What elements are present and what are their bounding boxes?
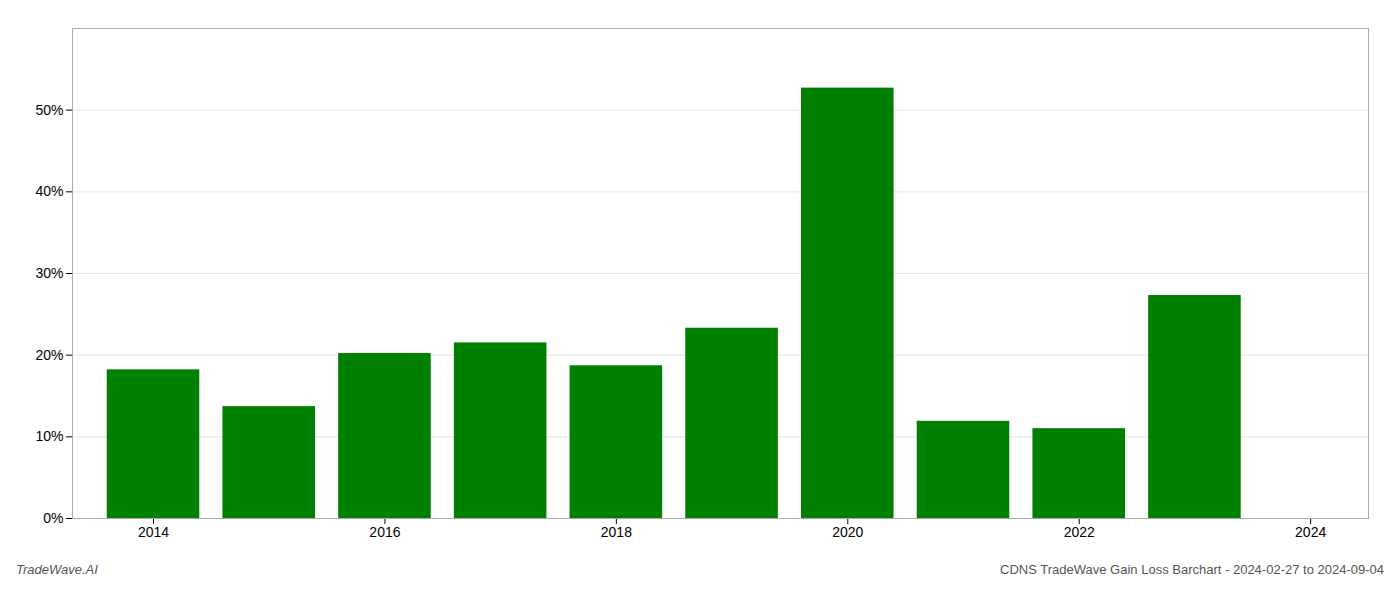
svg-text:10%: 10% bbox=[35, 428, 63, 444]
svg-text:2022: 2022 bbox=[1064, 524, 1095, 540]
svg-text:2024: 2024 bbox=[1295, 524, 1326, 540]
svg-text:20%: 20% bbox=[35, 347, 63, 363]
svg-text:50%: 50% bbox=[35, 102, 63, 118]
svg-text:0%: 0% bbox=[43, 510, 63, 526]
svg-text:2020: 2020 bbox=[832, 524, 863, 540]
svg-text:40%: 40% bbox=[35, 183, 63, 199]
svg-text:2018: 2018 bbox=[601, 524, 632, 540]
html-text:CDNS TradeWave Gain Loss Barch: CDNS TradeWave Gain Loss Barchart - 2024… bbox=[1000, 562, 1384, 577]
html-text:TradeWave.AI: TradeWave.AI bbox=[16, 562, 98, 577]
svg-text:2014: 2014 bbox=[138, 524, 169, 540]
svg-text:2016: 2016 bbox=[369, 524, 400, 540]
svg-text:30%: 30% bbox=[35, 265, 63, 281]
